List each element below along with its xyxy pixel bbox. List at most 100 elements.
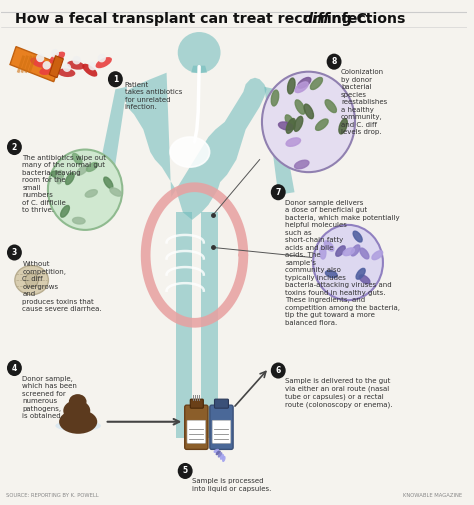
Ellipse shape	[49, 52, 65, 64]
Ellipse shape	[58, 68, 75, 77]
Ellipse shape	[85, 190, 97, 197]
Text: Sample is delivered to the gut
via either an oral route (nasal
tube or capsules): Sample is delivered to the gut via eithe…	[285, 378, 393, 408]
Text: Without
competition,
C. diff
overgrows
and
produces toxins that
cause severe dia: Without competition, C. diff overgrows a…	[22, 261, 102, 312]
FancyBboxPatch shape	[210, 405, 233, 449]
FancyBboxPatch shape	[190, 399, 203, 408]
Polygon shape	[176, 212, 192, 438]
Ellipse shape	[39, 65, 56, 75]
Ellipse shape	[360, 248, 369, 259]
Ellipse shape	[213, 449, 219, 453]
FancyBboxPatch shape	[212, 420, 231, 443]
Ellipse shape	[285, 115, 295, 129]
Ellipse shape	[15, 266, 48, 295]
Ellipse shape	[295, 82, 308, 92]
Ellipse shape	[310, 77, 322, 89]
Ellipse shape	[69, 394, 87, 409]
Polygon shape	[10, 46, 60, 82]
Circle shape	[108, 71, 123, 87]
Ellipse shape	[326, 271, 337, 278]
Text: 7: 7	[275, 188, 281, 197]
Ellipse shape	[339, 119, 347, 134]
Ellipse shape	[316, 119, 328, 130]
Ellipse shape	[63, 64, 71, 72]
Text: Colonization
by donor
bacterial
species
reestablishes
a healthy
community,
and C: Colonization by donor bacterial species …	[341, 69, 387, 135]
Ellipse shape	[336, 246, 345, 256]
Ellipse shape	[359, 275, 370, 284]
Polygon shape	[94, 87, 127, 195]
Text: The antibiotics wipe out
many of the normal gut
bacteria, leaving
room for the
s: The antibiotics wipe out many of the nor…	[22, 155, 106, 213]
Circle shape	[178, 463, 192, 479]
Ellipse shape	[353, 231, 362, 242]
Text: Sample is processed
into liquid or capsules.: Sample is processed into liquid or capsu…	[192, 479, 272, 492]
Ellipse shape	[88, 62, 97, 70]
Ellipse shape	[372, 251, 383, 260]
Circle shape	[262, 72, 355, 172]
Ellipse shape	[59, 410, 97, 434]
Ellipse shape	[36, 54, 45, 62]
Ellipse shape	[55, 420, 101, 431]
Ellipse shape	[294, 116, 303, 131]
Text: 1: 1	[113, 75, 118, 84]
Polygon shape	[17, 55, 25, 73]
Ellipse shape	[98, 54, 106, 63]
Ellipse shape	[286, 138, 301, 146]
Ellipse shape	[222, 456, 226, 462]
Text: Donor sample delivers
a dose of beneficial gut
bacteria, which make potentially
: Donor sample delivers a dose of benefici…	[285, 200, 400, 326]
Ellipse shape	[170, 137, 210, 167]
Ellipse shape	[73, 217, 85, 224]
Ellipse shape	[96, 57, 112, 68]
Circle shape	[271, 363, 286, 379]
FancyBboxPatch shape	[187, 420, 206, 443]
Polygon shape	[201, 212, 218, 438]
Text: infections: infections	[321, 13, 405, 26]
Ellipse shape	[73, 56, 81, 65]
Text: 3: 3	[12, 248, 17, 257]
Polygon shape	[191, 66, 207, 73]
Polygon shape	[24, 55, 33, 73]
Ellipse shape	[104, 177, 113, 188]
Ellipse shape	[220, 454, 224, 460]
Ellipse shape	[218, 452, 222, 458]
Circle shape	[48, 149, 122, 230]
Ellipse shape	[43, 61, 51, 70]
Text: Donor sample,
which has been
screened for
numerous
pathogens,
is obtained.: Donor sample, which has been screened fo…	[22, 376, 77, 419]
Text: How a fecal transplant can treat recurring C.: How a fecal transplant can treat recurri…	[15, 13, 378, 26]
Ellipse shape	[25, 273, 38, 287]
Ellipse shape	[65, 173, 74, 184]
Circle shape	[7, 139, 22, 155]
Ellipse shape	[343, 248, 355, 256]
Ellipse shape	[295, 100, 305, 114]
Text: 5: 5	[182, 467, 188, 476]
Text: diff: diff	[303, 13, 330, 26]
Polygon shape	[125, 73, 266, 220]
Text: 2: 2	[12, 142, 17, 152]
Ellipse shape	[324, 241, 334, 251]
Ellipse shape	[325, 99, 337, 113]
Polygon shape	[49, 56, 64, 78]
Ellipse shape	[356, 268, 365, 279]
Polygon shape	[264, 87, 294, 195]
Ellipse shape	[294, 160, 309, 169]
Ellipse shape	[73, 154, 82, 165]
Circle shape	[313, 225, 383, 300]
Ellipse shape	[82, 64, 97, 77]
Ellipse shape	[304, 104, 313, 119]
Circle shape	[7, 360, 22, 376]
Circle shape	[327, 54, 342, 70]
Text: 8: 8	[331, 57, 337, 66]
Text: 4: 4	[12, 364, 17, 373]
Ellipse shape	[110, 188, 121, 196]
Ellipse shape	[56, 171, 63, 184]
Ellipse shape	[286, 119, 295, 133]
Text: 6: 6	[275, 366, 281, 375]
Ellipse shape	[320, 246, 326, 259]
Ellipse shape	[77, 166, 88, 175]
Ellipse shape	[178, 32, 220, 73]
Polygon shape	[28, 55, 36, 73]
Ellipse shape	[87, 163, 98, 172]
Text: Patient
takes antibiotics
for unrelated
infection.: Patient takes antibiotics for unrelated …	[125, 82, 182, 110]
Ellipse shape	[67, 61, 84, 70]
Polygon shape	[20, 55, 29, 73]
Ellipse shape	[279, 122, 293, 130]
Text: SOURCE: REPORTING BY K. POWELL: SOURCE: REPORTING BY K. POWELL	[6, 492, 99, 497]
